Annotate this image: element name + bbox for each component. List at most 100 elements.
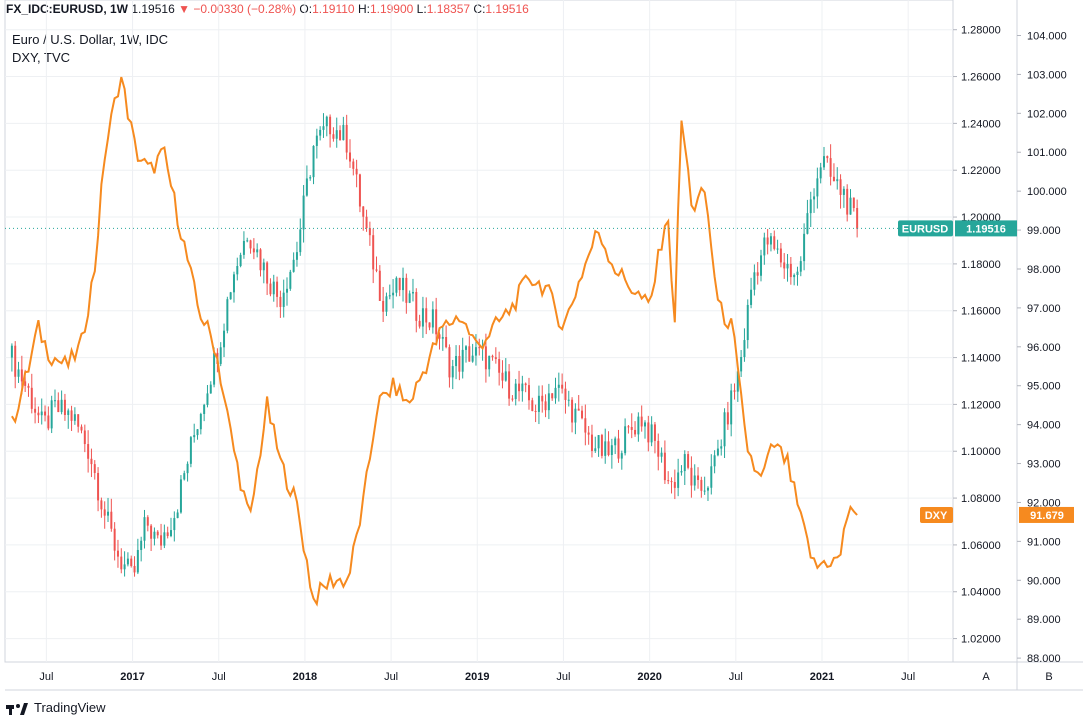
eurusd-candle[interactable] xyxy=(458,345,461,381)
eurusd-candle[interactable] xyxy=(153,527,156,546)
eurusd-candle[interactable] xyxy=(733,383,736,400)
eurusd-candle[interactable] xyxy=(829,144,832,186)
eurusd-candle[interactable] xyxy=(421,296,424,338)
eurusd-candle[interactable] xyxy=(842,186,845,208)
eurusd-candle[interactable] xyxy=(856,199,859,238)
eurusd-candle[interactable] xyxy=(123,551,126,577)
eurusd-candle[interactable] xyxy=(193,423,196,443)
eurusd-candle[interactable] xyxy=(713,450,716,474)
eurusd-candle[interactable] xyxy=(597,435,600,457)
eurusd-candle[interactable] xyxy=(37,406,40,424)
eurusd-candle[interactable] xyxy=(766,229,769,255)
eurusd-candle[interactable] xyxy=(508,364,511,406)
eurusd-candle[interactable] xyxy=(581,405,584,420)
eurusd-candle[interactable] xyxy=(378,265,381,301)
eurusd-candle[interactable] xyxy=(527,377,530,410)
eurusd-candle[interactable] xyxy=(431,301,434,334)
eurusd-candle[interactable] xyxy=(730,383,733,437)
eurusd-candle[interactable] xyxy=(683,450,686,486)
eurusd-candle[interactable] xyxy=(130,555,133,568)
eurusd-candle[interactable] xyxy=(368,221,371,246)
eurusd-candle[interactable] xyxy=(116,539,119,568)
eurusd-candle[interactable] xyxy=(514,378,517,406)
eurusd-candle[interactable] xyxy=(199,412,202,435)
eurusd-candle[interactable] xyxy=(219,342,222,367)
eurusd-candle[interactable] xyxy=(186,461,189,482)
eurusd-candle[interactable] xyxy=(203,403,206,422)
eurusd-candle[interactable] xyxy=(163,524,166,549)
eurusd-candle[interactable] xyxy=(136,538,139,575)
eurusd-candle[interactable] xyxy=(511,395,514,402)
eurusd-candle[interactable] xyxy=(30,373,33,414)
eurusd-candle[interactable] xyxy=(491,354,494,361)
eurusd-candle[interactable] xyxy=(14,341,17,389)
eurusd-candle[interactable] xyxy=(160,523,163,550)
eurusd-candle[interactable] xyxy=(571,397,574,433)
eurusd-candle[interactable] xyxy=(140,536,143,562)
eurusd-candle[interactable] xyxy=(289,269,292,291)
eurusd-series-tag[interactable] xyxy=(898,220,953,237)
eurusd-candle[interactable] xyxy=(554,377,557,404)
eurusd-candle[interactable] xyxy=(189,435,192,468)
eurusd-candle[interactable] xyxy=(624,418,627,456)
eurusd-candle[interactable] xyxy=(547,383,550,420)
eurusd-candle[interactable] xyxy=(156,530,159,539)
eurusd-candle[interactable] xyxy=(687,451,690,470)
eurusd-candle[interactable] xyxy=(653,421,656,454)
eurusd-candle[interactable] xyxy=(342,116,345,141)
eurusd-candle[interactable] xyxy=(146,515,149,532)
eurusd-candle[interactable] xyxy=(392,279,395,309)
eurusd-candle[interactable] xyxy=(846,184,849,222)
eurusd-candle[interactable] xyxy=(176,509,179,519)
eurusd-candle[interactable] xyxy=(415,288,418,333)
eurusd-candle[interactable] xyxy=(348,139,351,168)
eurusd-candle[interactable] xyxy=(441,325,444,351)
eurusd-candle[interactable] xyxy=(358,173,361,213)
eurusd-candle[interactable] xyxy=(246,237,249,243)
eurusd-candle[interactable] xyxy=(299,218,302,256)
eurusd-candle[interactable] xyxy=(388,284,391,300)
eurusd-candle[interactable] xyxy=(319,126,322,141)
eurusd-candle[interactable] xyxy=(607,431,610,457)
eurusd-candle[interactable] xyxy=(836,167,839,190)
footer-brand[interactable]: TradingView xyxy=(6,700,106,715)
eurusd-candle[interactable] xyxy=(100,497,103,518)
eurusd-candle[interactable] xyxy=(743,328,746,362)
eurusd-candle[interactable] xyxy=(465,345,468,363)
eurusd-candle[interactable] xyxy=(534,404,537,423)
eurusd-candle[interactable] xyxy=(706,486,709,501)
eurusd-candle[interactable] xyxy=(750,277,753,309)
eurusd-candle[interactable] xyxy=(302,185,305,243)
eurusd-candle[interactable] xyxy=(600,433,603,459)
eurusd-candle[interactable] xyxy=(789,257,792,285)
eurusd-candle[interactable] xyxy=(746,299,749,349)
eurusd-candle[interactable] xyxy=(720,439,723,456)
eurusd-candle[interactable] xyxy=(680,465,683,476)
eurusd-candle[interactable] xyxy=(726,401,729,430)
eurusd-candle[interactable] xyxy=(103,501,106,529)
eurusd-candle[interactable] xyxy=(640,405,643,432)
eurusd-candle[interactable] xyxy=(435,297,438,346)
eurusd-candle[interactable] xyxy=(577,395,580,411)
eurusd-candle[interactable] xyxy=(382,286,385,323)
dxy-price-tag[interactable] xyxy=(1019,506,1074,523)
eurusd-candle[interactable] xyxy=(332,127,335,142)
eurusd-candle[interactable] xyxy=(779,242,782,268)
eurusd-candle[interactable] xyxy=(660,447,663,463)
eurusd-candle[interactable] xyxy=(663,440,666,484)
eurusd-candle[interactable] xyxy=(110,498,113,532)
eurusd-candle[interactable] xyxy=(488,355,491,377)
eurusd-candle[interactable] xyxy=(276,276,279,308)
eurusd-candle[interactable] xyxy=(799,256,802,277)
eurusd-candle[interactable] xyxy=(537,385,540,425)
eurusd-candle[interactable] xyxy=(690,456,693,498)
eurusd-candle[interactable] xyxy=(335,117,338,148)
eurusd-candle[interactable] xyxy=(518,370,521,402)
eurusd-candle[interactable] xyxy=(120,548,123,574)
eurusd-candle[interactable] xyxy=(756,262,759,285)
eurusd-candle[interactable] xyxy=(196,429,199,440)
eurusd-candle[interactable] xyxy=(455,345,458,380)
eurusd-candle[interactable] xyxy=(504,358,507,382)
eurusd-candle[interactable] xyxy=(10,343,13,372)
